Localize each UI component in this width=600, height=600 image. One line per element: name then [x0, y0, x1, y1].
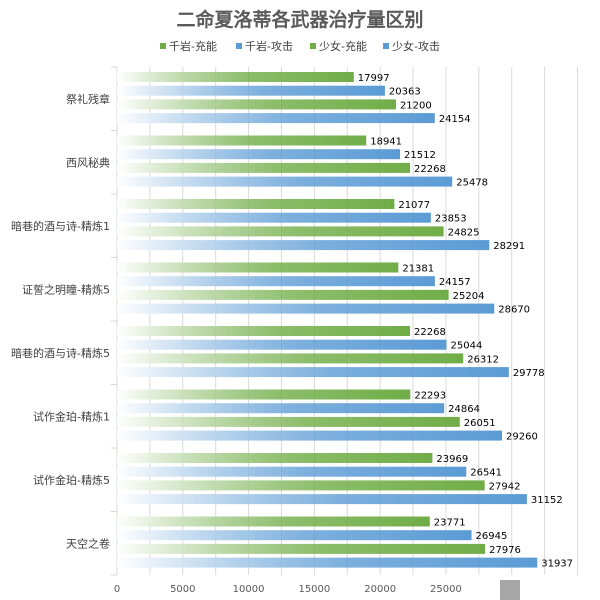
- data-label: 25478: [456, 178, 488, 189]
- chart-title: 二命夏洛蒂各武器治疗量区别: [176, 8, 423, 31]
- legend-label: 少女-充能: [319, 39, 367, 53]
- category-label: 证誓之明瞳-精炼5: [22, 282, 110, 296]
- data-label: 18941: [370, 137, 402, 148]
- legend-swatch: [383, 43, 389, 49]
- category-label: 天空之卷: [66, 536, 110, 550]
- data-label: 25044: [451, 341, 483, 352]
- data-label: 26312: [467, 354, 499, 365]
- category-label: 暗巷的酒与诗-精炼1: [11, 219, 110, 233]
- bar: [117, 289, 449, 300]
- data-label: 22268: [414, 164, 446, 175]
- bar: [117, 135, 367, 146]
- legend-swatch: [160, 43, 166, 49]
- bar: [117, 149, 401, 160]
- legend-label: 千岩-充能: [169, 39, 217, 53]
- category-label: 试作金珀-精炼5: [33, 473, 110, 487]
- x-tick-label: 5000: [170, 584, 195, 595]
- data-label: 24825: [448, 227, 480, 238]
- category-label: 西风秘典: [66, 155, 110, 169]
- bars: [117, 72, 538, 568]
- data-label: 22293: [414, 391, 446, 402]
- legend-swatch: [236, 43, 242, 49]
- data-label: 27976: [489, 545, 521, 556]
- data-label: 21512: [404, 150, 436, 161]
- data-label: 24154: [439, 114, 471, 125]
- data-label: 21200: [400, 100, 432, 111]
- bar: [117, 339, 447, 350]
- bar: [117, 494, 527, 505]
- bar: [117, 162, 411, 173]
- bar: [117, 480, 485, 491]
- bar: [117, 199, 395, 209]
- bar: [117, 557, 538, 568]
- bar: [117, 240, 490, 251]
- bar: [117, 226, 444, 237]
- data-label: 23969: [436, 454, 468, 465]
- bar: [117, 353, 464, 364]
- legend-swatch: [310, 43, 316, 49]
- bar: [117, 516, 430, 527]
- bar: [117, 72, 354, 82]
- bar: [117, 262, 399, 273]
- bar: [117, 430, 503, 441]
- data-label: 17997: [358, 73, 390, 84]
- data-label: 27942: [489, 481, 521, 492]
- category-label: 暗巷的酒与诗-精炼5: [11, 346, 110, 360]
- category-label: 试作金珀-精炼1: [33, 409, 110, 423]
- data-label: 25204: [453, 291, 485, 302]
- bar: [117, 212, 431, 223]
- bar: [117, 85, 385, 96]
- bar: [117, 367, 509, 378]
- bar: [117, 530, 472, 541]
- x-tick-label: 10000: [233, 584, 265, 595]
- data-label: 23771: [434, 518, 466, 529]
- x-tick-label: 25000: [430, 584, 462, 595]
- data-label: 24157: [439, 277, 471, 288]
- bar: [117, 453, 433, 463]
- x-tick-label: 15000: [298, 584, 330, 595]
- bar: [117, 276, 435, 287]
- bar: [117, 113, 435, 124]
- bar: [117, 303, 495, 314]
- bar: [117, 99, 396, 110]
- bar: [117, 176, 453, 187]
- data-label: 31937: [541, 559, 573, 570]
- data-label: 28670: [498, 305, 530, 316]
- category-separators: [111, 66, 117, 576]
- data-label: 28291: [493, 241, 525, 252]
- x-tick-label: 0: [114, 584, 120, 595]
- data-label: 21381: [402, 264, 434, 275]
- x-axis-ticks: 0 5000 10000 15000 20000 25000: [114, 584, 462, 595]
- data-label: 31152: [531, 495, 563, 506]
- bar: [117, 466, 467, 477]
- data-label: 21077: [398, 200, 430, 211]
- data-label: 26945: [476, 531, 508, 542]
- data-label: 26541: [470, 468, 502, 479]
- watermark-box: [500, 580, 520, 600]
- bar: [117, 543, 486, 554]
- data-label: 29260: [506, 432, 538, 443]
- data-label: 20363: [389, 87, 421, 98]
- bar: [117, 389, 411, 400]
- data-label: 24864: [448, 404, 480, 415]
- bar: [117, 416, 460, 427]
- legend-label: 千岩-攻击: [245, 39, 293, 53]
- data-label: 26051: [464, 418, 496, 429]
- legend-label: 少女-攻击: [392, 39, 440, 53]
- bar: [117, 403, 445, 414]
- x-tick-label: 20000: [364, 584, 396, 595]
- bar: [117, 326, 411, 336]
- category-label: 祭礼残章: [66, 92, 110, 106]
- data-label: 22268: [414, 327, 446, 338]
- data-label: 29778: [513, 368, 545, 379]
- data-label: 23853: [435, 214, 467, 225]
- legend: 千岩-充能 千岩-攻击 少女-充能 少女-攻击: [160, 39, 440, 53]
